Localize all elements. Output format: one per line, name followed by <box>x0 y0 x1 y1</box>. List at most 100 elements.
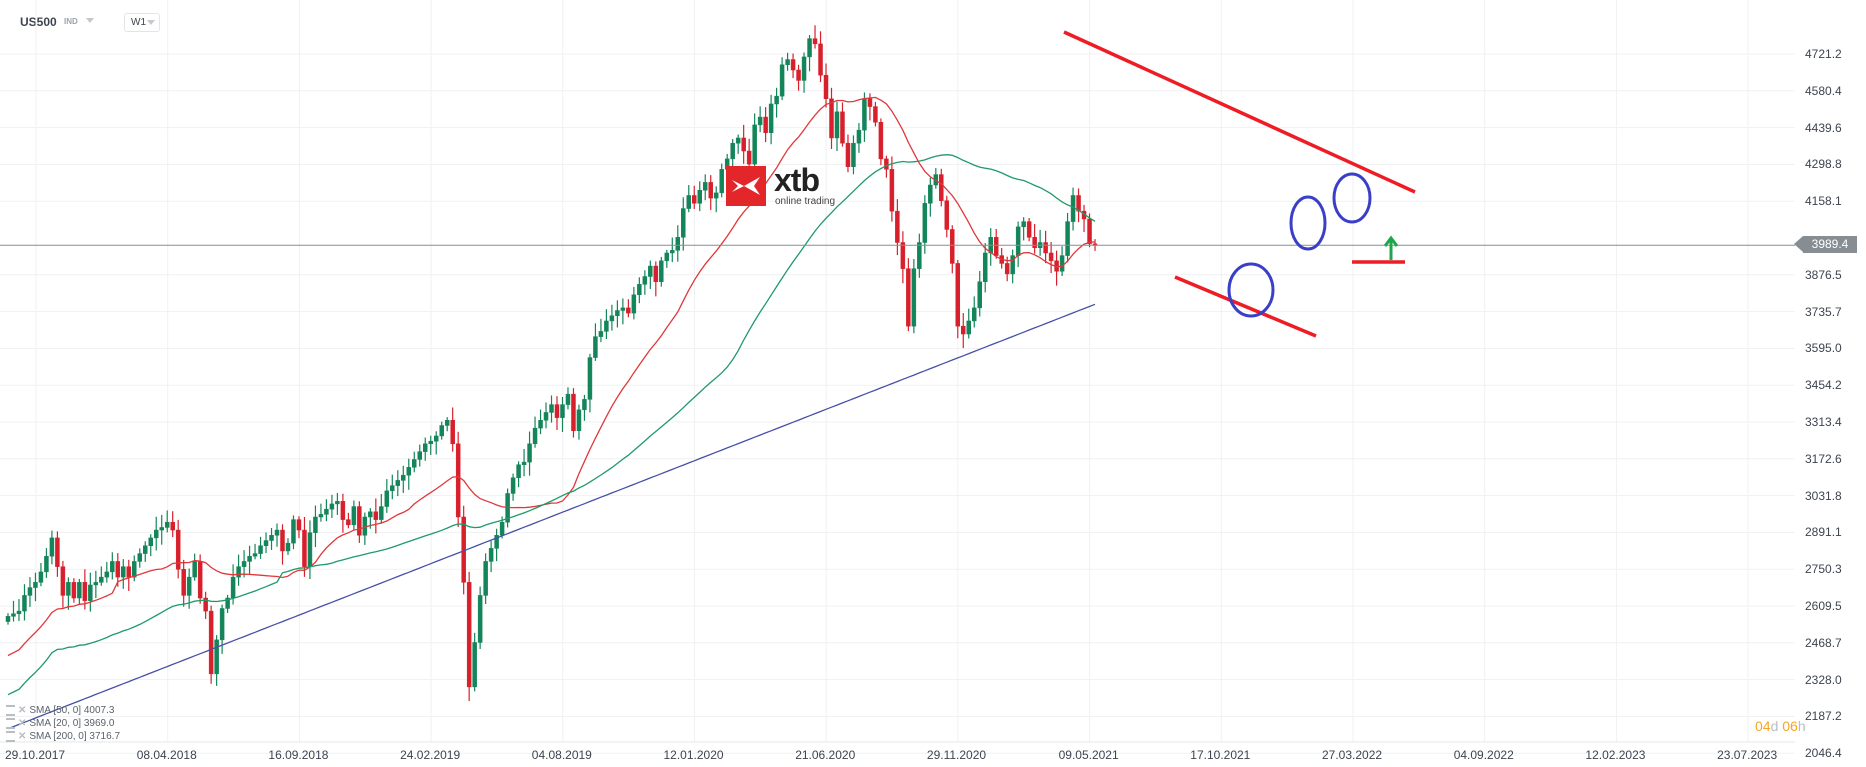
candle-up <box>186 576 192 596</box>
candle-up <box>510 477 516 494</box>
x-tick-label: 09.05.2021 <box>1058 748 1119 762</box>
candle-down <box>884 158 889 170</box>
candle-down <box>203 597 208 612</box>
y-tick-label: 3031.8 <box>1805 488 1842 503</box>
candle-up <box>637 284 642 296</box>
up-arrow-head-icon <box>1383 235 1399 247</box>
candle-up <box>22 595 27 612</box>
candle-up <box>977 281 982 309</box>
candle-up <box>164 521 170 528</box>
close-icon[interactable]: ✕ <box>18 705 27 717</box>
candle-up <box>27 587 33 596</box>
candle-down <box>60 566 66 596</box>
candle-down <box>340 501 346 520</box>
candle-up <box>368 511 373 518</box>
candle-up <box>735 137 741 144</box>
timeframe-select[interactable]: W1 <box>124 13 160 32</box>
candle-up <box>615 310 620 316</box>
highlight-circle <box>1332 172 1372 224</box>
candle-up <box>631 294 637 314</box>
candle-up <box>648 265 653 277</box>
candle-up <box>527 443 532 463</box>
candle-up <box>549 404 554 413</box>
candle-up <box>516 464 521 479</box>
candle-up <box>274 529 280 536</box>
xtb-logo-mark-icon <box>726 166 766 206</box>
candle-down <box>939 174 944 201</box>
highlight-circle <box>1227 262 1275 318</box>
candle-up <box>428 440 433 445</box>
candle-up <box>774 95 779 105</box>
countdown-hours: 06 <box>1782 718 1798 734</box>
settings-icon[interactable] <box>6 718 15 729</box>
candle-up <box>159 527 164 531</box>
candle-down <box>889 169 895 212</box>
candle-up <box>412 459 417 468</box>
candle-up <box>1059 255 1065 272</box>
candle-down <box>818 43 823 76</box>
candle-down <box>1043 242 1048 254</box>
x-tick-label: 24.02.2019 <box>400 748 461 762</box>
legend-sma200[interactable]: ✕ SMA [200, 0] 3716.7 <box>6 731 120 742</box>
candle-down <box>170 521 175 531</box>
candle-down <box>373 511 379 520</box>
candle-up <box>917 242 922 269</box>
candle-up <box>560 404 565 418</box>
candle-down <box>840 111 845 144</box>
candle-down <box>993 237 999 256</box>
y-tick-label: 2891.1 <box>1805 525 1842 540</box>
candle-down <box>763 116 768 133</box>
candle-up <box>192 561 197 578</box>
close-icon[interactable]: ✕ <box>18 731 27 743</box>
y-tick-label: 3313.4 <box>1805 414 1842 429</box>
countdown-hours-unit: h <box>1797 718 1806 734</box>
candle-up <box>16 610 22 614</box>
candle-up <box>779 64 785 97</box>
candle-up <box>247 555 252 562</box>
candle-up <box>384 490 390 507</box>
settings-icon[interactable] <box>6 705 15 716</box>
candle-down <box>1032 237 1037 248</box>
settings-icon[interactable] <box>6 731 15 742</box>
y-tick-label: 2468.7 <box>1805 635 1842 650</box>
symbol-dropdown-caret-icon[interactable] <box>86 18 94 23</box>
candle-up <box>121 566 126 578</box>
legend-sma50[interactable]: ✕ SMA [50, 0] 4007.3 <box>6 705 114 716</box>
close-icon[interactable]: ✕ <box>18 718 27 730</box>
y-tick-label: 4158.1 <box>1805 194 1842 209</box>
candle-up <box>44 555 49 573</box>
candle-down <box>208 610 214 675</box>
candle-up <box>642 276 648 285</box>
legend-sma20[interactable]: ✕ SMA [20, 0] 3969.0 <box>6 718 114 729</box>
y-tick-label: 3172.6 <box>1805 451 1842 466</box>
candle-down <box>175 529 181 570</box>
candle-up <box>620 307 626 311</box>
candle-down <box>692 195 697 204</box>
symbol-label[interactable]: US500 <box>20 15 57 29</box>
candle-down <box>823 74 829 100</box>
candle-down <box>1087 218 1092 245</box>
candle-up <box>752 124 757 165</box>
candle-down <box>554 404 560 418</box>
chevron-down-icon <box>147 20 155 25</box>
candle-up <box>911 268 917 327</box>
candle-up <box>104 571 110 578</box>
candle-up <box>862 98 867 131</box>
y-tick-label: 4721.2 <box>1805 47 1842 61</box>
candle-up <box>1010 255 1015 275</box>
candle-up <box>543 412 549 421</box>
candle-down <box>829 98 834 139</box>
candle-down <box>906 268 911 327</box>
candle-up <box>351 506 357 526</box>
candle-up <box>439 425 444 437</box>
candle-down <box>878 122 884 160</box>
candle-up <box>225 597 230 609</box>
candle-down <box>796 69 801 81</box>
candle-down <box>357 506 362 536</box>
candle-up <box>390 485 395 492</box>
candle-up <box>1021 221 1026 228</box>
candle-up <box>598 331 604 337</box>
x-tick-label: 27.03.2022 <box>1322 748 1383 762</box>
candle-down <box>302 529 307 567</box>
